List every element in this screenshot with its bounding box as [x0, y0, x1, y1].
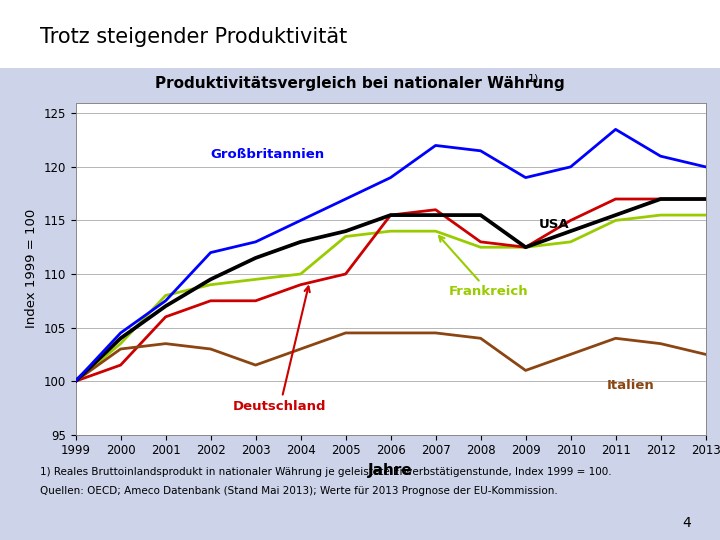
Text: 4: 4	[683, 516, 691, 530]
Text: Frankreich: Frankreich	[439, 236, 528, 299]
Text: Trotz steigender Produktivität: Trotz steigender Produktivität	[40, 27, 347, 47]
Y-axis label: Index 1999 = 100: Index 1999 = 100	[25, 209, 38, 328]
Text: 1) Reales Bruttoinlandsprodukt in nationaler Währung je geleistete Erwerbstätige: 1) Reales Bruttoinlandsprodukt in nation…	[40, 467, 611, 477]
Text: Großbritannien: Großbritannien	[211, 148, 325, 161]
Text: Deutschland: Deutschland	[233, 287, 327, 413]
Text: Quellen: OECD; Ameco Datenbank (Stand Mai 2013); Werte für 2013 Prognose der EU-: Quellen: OECD; Ameco Datenbank (Stand Ma…	[40, 486, 557, 496]
Text: Italien: Italien	[607, 379, 654, 392]
X-axis label: Jahre: Jahre	[368, 463, 413, 478]
Text: Produktivitätsvergleich bei nationaler Währung: Produktivitätsvergleich bei nationaler W…	[155, 76, 565, 91]
Text: 1): 1)	[528, 73, 539, 83]
Text: USA: USA	[539, 218, 570, 231]
